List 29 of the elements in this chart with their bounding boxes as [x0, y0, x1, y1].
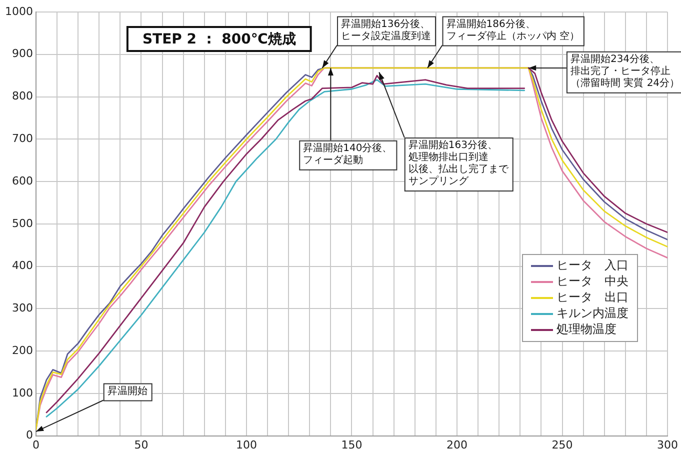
- x-tick-label: 200: [446, 438, 468, 452]
- annotation: 昇温開始163分後、処理物排出口到達以後、払出し完了までサンプリング: [408, 139, 510, 188]
- legend-label: ヒータ 入口: [556, 257, 628, 274]
- y-tick-label: 1000: [4, 4, 33, 18]
- x-tick-label: 300: [657, 438, 678, 452]
- y-tick-label: 500: [12, 216, 33, 230]
- annotation: 昇温開始186分後、フィーダ停止（ホッパ内 空）: [446, 18, 580, 42]
- annotation: 昇温開始140分後、フィーダ起動: [303, 142, 392, 166]
- legend-label: ヒータ 出口: [556, 289, 628, 306]
- x-tick-label: 100: [236, 438, 257, 452]
- y-tick-label: 800: [12, 90, 33, 103]
- annotation: 昇温開始136分後、ヒータ設定温度到達: [341, 18, 432, 42]
- y-tick-label: 600: [12, 174, 33, 188]
- y-tick-label: 0: [26, 428, 33, 442]
- legend-label: 処理物温度: [556, 321, 616, 338]
- annotation: 昇温開始: [107, 384, 148, 397]
- y-tick-label: 900: [12, 47, 33, 60]
- text: STEP 2 : 800℃焼成: [142, 32, 296, 48]
- y-tick-label: 300: [12, 302, 33, 315]
- y-tick-label: 200: [12, 344, 33, 357]
- y-tick-label: 100: [12, 386, 33, 400]
- y-tick-label: 700: [12, 132, 33, 145]
- legend-label: ヒータ 中央: [556, 273, 628, 290]
- x-tick-label: 150: [341, 438, 362, 452]
- x-tick-label: 50: [134, 438, 148, 452]
- legend-label: キルン内温度: [556, 305, 628, 322]
- y-tick-label: 400: [12, 259, 33, 272]
- x-tick-label: 250: [552, 438, 573, 452]
- annotation: 昇温開始234分後、排出完了・ヒータ停止（滞留時間 実質 24分）: [570, 53, 680, 90]
